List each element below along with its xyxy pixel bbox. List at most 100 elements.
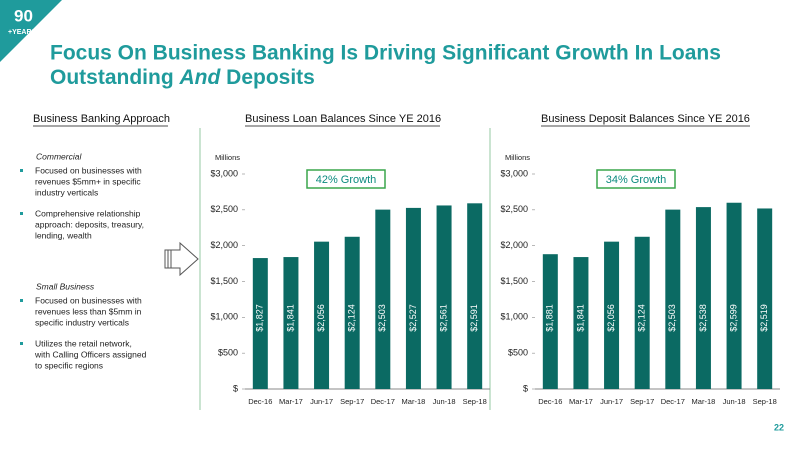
value-label: $1,841 <box>285 304 295 332</box>
bar <box>542 254 558 389</box>
bullet-text: revenues $5mm+ in specific <box>35 176 141 186</box>
value-label: $2,124 <box>637 304 647 332</box>
y-tick-label: $ <box>523 383 528 393</box>
title-part: Outstanding <box>50 66 174 89</box>
bar <box>726 202 742 389</box>
x-tick-label: Jun-18 <box>723 397 746 406</box>
bar <box>436 205 452 389</box>
annotation-box <box>596 169 676 189</box>
bullet-text: Focused on businesses with <box>35 295 142 305</box>
x-tick-label: Mar-18 <box>692 397 716 406</box>
slide-title: Focus On Business Banking Is Driving Sig… <box>50 42 721 65</box>
bar <box>405 207 421 389</box>
y-tick-label: $ <box>233 383 238 393</box>
arrow <box>164 241 199 277</box>
x-tick-label: Sep-17 <box>340 397 364 406</box>
page-number: 22 <box>774 422 784 432</box>
panel-heading: Business Banking Approach <box>33 113 170 125</box>
section-name: Small Business <box>36 281 95 291</box>
value-label: $2,538 <box>698 304 708 332</box>
x-tick-label: Dec-17 <box>661 397 685 406</box>
logo-text: +YEARS <box>8 29 37 36</box>
bar <box>695 207 711 389</box>
bar <box>252 258 268 389</box>
value-label: $2,124 <box>347 304 357 332</box>
bullet-text: lending, wealth <box>35 230 92 240</box>
title-part: And <box>179 66 222 89</box>
bullet <box>20 299 23 302</box>
bar <box>467 203 483 389</box>
value-label: $2,056 <box>316 304 326 332</box>
bar <box>314 241 330 389</box>
y-tick-label: $2,500 <box>210 204 238 214</box>
bullet-text: Utilizes the retail network, <box>35 338 132 348</box>
bullet-text: approach: deposits, treasury, <box>35 219 144 229</box>
y-tick-label: $1,000 <box>500 312 528 322</box>
bar <box>344 236 360 389</box>
value-label: $2,056 <box>606 304 616 332</box>
y-tick-label: $2,000 <box>500 240 528 250</box>
slide-title: Outstanding And Deposits <box>50 66 315 89</box>
bar <box>634 236 650 389</box>
x-tick-label: Sep-17 <box>630 397 654 406</box>
x-tick-label: Jun-17 <box>600 397 623 406</box>
value-label: $2,561 <box>438 304 448 332</box>
y-tick-label: $3,000 <box>500 168 528 178</box>
value-label: $1,827 <box>255 304 265 332</box>
bullet-text: with Calling Officers assigned <box>34 349 147 359</box>
value-label: $2,599 <box>728 304 738 332</box>
bullet-text: revenues less than $5mm in <box>35 306 142 316</box>
x-tick-label: Mar-17 <box>279 397 303 406</box>
logo-shape <box>0 0 62 62</box>
value-label: $2,503 <box>377 304 387 332</box>
bullet <box>20 212 23 215</box>
x-tick-label: Dec-16 <box>248 397 272 406</box>
chart-title: Business Deposit Balances Since YE 2016 <box>541 113 750 125</box>
x-tick-label: Jun-18 <box>433 397 456 406</box>
bullet-text: to specific regions <box>35 360 103 370</box>
y-axis-label: Millions <box>505 153 530 162</box>
section-name: Commercial <box>36 151 82 161</box>
logo-number: 90 <box>14 6 33 25</box>
bullet <box>20 342 23 345</box>
bullet <box>20 169 23 172</box>
bullet-text: Focused on businesses with <box>35 165 142 175</box>
x-tick-label: Dec-16 <box>538 397 562 406</box>
y-tick-label: $3,000 <box>210 168 238 178</box>
title-part: Deposits <box>226 66 315 89</box>
bar <box>757 208 773 389</box>
x-tick-label: Mar-18 <box>402 397 426 406</box>
bar <box>665 209 681 389</box>
bullet-text: Comprehensive relationship <box>35 208 141 218</box>
y-tick-label: $1,000 <box>210 312 238 322</box>
value-label: $1,881 <box>545 304 555 332</box>
y-tick-label: $500 <box>218 348 238 358</box>
y-tick-label: $1,500 <box>500 276 528 286</box>
annotation: 42% Growth <box>316 174 377 186</box>
chart-title: Business Loan Balances Since YE 2016 <box>245 113 441 125</box>
bar <box>375 209 391 389</box>
annotation-box <box>306 169 386 189</box>
value-label: $2,519 <box>759 304 769 332</box>
value-label: $2,527 <box>408 304 418 332</box>
x-tick-label: Sep-18 <box>463 397 487 406</box>
y-tick-label: $1,500 <box>210 276 238 286</box>
y-tick-label: $2,000 <box>210 240 238 250</box>
value-label: $1,841 <box>575 304 585 332</box>
bar <box>573 257 589 389</box>
y-tick-label: $500 <box>508 348 528 358</box>
y-tick-label: $2,500 <box>500 204 528 214</box>
annotation: 34% Growth <box>606 174 667 186</box>
value-label: $2,591 <box>469 304 479 332</box>
x-tick-label: Jun-17 <box>310 397 333 406</box>
bar <box>604 241 620 389</box>
bullet-text: industry verticals <box>35 187 98 197</box>
x-tick-label: Sep-18 <box>753 397 777 406</box>
bar <box>283 257 299 389</box>
x-tick-label: Dec-17 <box>371 397 395 406</box>
x-tick-label: Mar-17 <box>569 397 593 406</box>
y-axis-label: Millions <box>215 153 240 162</box>
value-label: $2,503 <box>667 304 677 332</box>
bullet-text: specific industry verticals <box>35 317 129 327</box>
